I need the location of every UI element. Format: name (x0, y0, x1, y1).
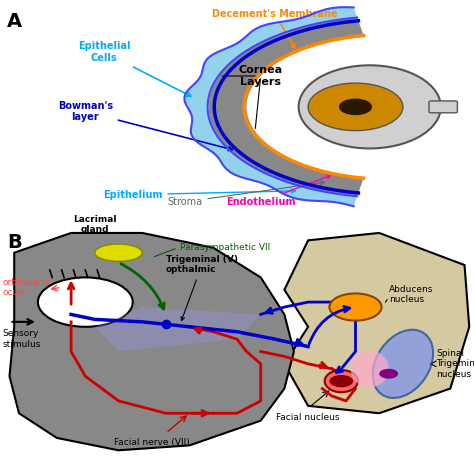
Circle shape (379, 369, 398, 379)
Text: Bowman's
layer: Bowman's layer (58, 101, 232, 151)
Polygon shape (184, 7, 357, 206)
Text: Epithelium: Epithelium (103, 189, 295, 200)
Polygon shape (9, 233, 294, 450)
Circle shape (308, 83, 403, 131)
Text: Lacrimal
gland: Lacrimal gland (73, 215, 117, 234)
Ellipse shape (373, 330, 433, 398)
Ellipse shape (95, 244, 142, 261)
Text: Epithelial
Cells: Epithelial Cells (78, 41, 191, 96)
Circle shape (339, 99, 372, 115)
Text: Abducens
nucleus: Abducens nucleus (389, 285, 433, 304)
Text: Facial nerve (VII): Facial nerve (VII) (114, 438, 190, 447)
Text: orbicularis
oculi: orbicularis oculi (2, 277, 50, 297)
Text: Spinal
Trigeminal
nucleus: Spinal Trigeminal nucleus (436, 349, 474, 379)
Polygon shape (95, 307, 261, 352)
Text: Stroma: Stroma (167, 181, 324, 207)
Text: Facial nucleus: Facial nucleus (276, 413, 340, 422)
Ellipse shape (299, 66, 441, 148)
Circle shape (329, 375, 353, 387)
Ellipse shape (325, 370, 358, 392)
FancyBboxPatch shape (429, 101, 457, 113)
Text: Sensory
stimulus: Sensory stimulus (2, 330, 41, 349)
Text: Cornea
Layers: Cornea Layers (238, 65, 283, 87)
Circle shape (38, 277, 133, 327)
Text: A: A (7, 12, 22, 31)
Text: B: B (7, 233, 22, 252)
Polygon shape (209, 18, 364, 196)
Ellipse shape (351, 350, 389, 387)
Circle shape (329, 294, 382, 321)
Text: Decement's Membrane: Decement's Membrane (212, 9, 338, 48)
Text: Parasympathetic VII: Parasympathetic VII (180, 243, 270, 252)
Polygon shape (284, 233, 469, 413)
Text: Endothelium: Endothelium (226, 175, 330, 207)
Text: Trigeminal (V)
opthalmic: Trigeminal (V) opthalmic (166, 255, 238, 321)
